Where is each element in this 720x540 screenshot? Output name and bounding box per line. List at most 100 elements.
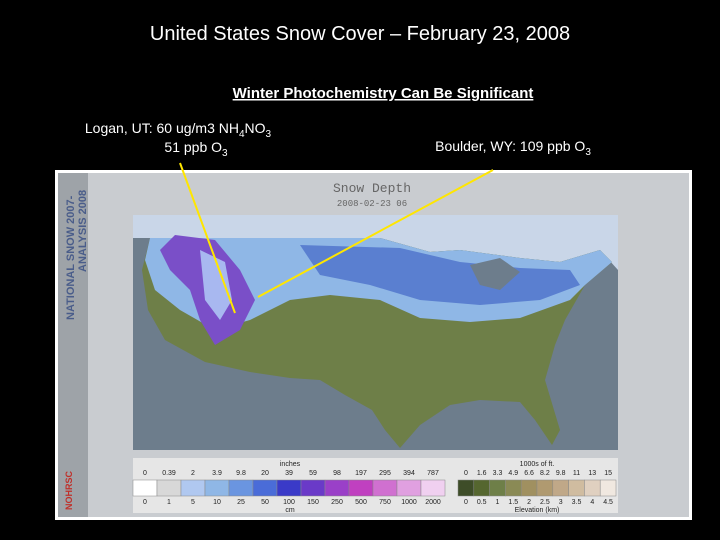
legend-label: 2 xyxy=(527,499,531,506)
great-lakes xyxy=(470,258,520,290)
legend-label: 394 xyxy=(403,470,415,477)
legend-label: 4.9 xyxy=(508,470,518,477)
legend-label: 8.2 xyxy=(540,470,550,477)
legend-label: 787 xyxy=(427,470,439,477)
legend-label: 3.5 xyxy=(572,499,582,506)
legend-label: 3 xyxy=(559,499,563,506)
legend-swatch xyxy=(276,479,302,497)
legend-label: 98 xyxy=(333,470,341,477)
legend-label: 5 xyxy=(191,499,195,506)
logo: NOHRSC xyxy=(64,470,74,510)
side-label: NATIONAL SNOW 2007- xyxy=(65,195,77,320)
legend-unit: inches xyxy=(280,461,301,468)
legend-label: 250 xyxy=(331,499,343,506)
legend-swatch xyxy=(568,479,585,497)
arrow xyxy=(179,162,236,314)
legend-label: 3.9 xyxy=(212,470,222,477)
legend-label: 4 xyxy=(590,499,594,506)
subscript: 4 xyxy=(239,129,245,140)
subscript: 3 xyxy=(222,148,228,159)
snow-basin xyxy=(200,250,232,320)
legend-swatch xyxy=(324,479,350,497)
annotation-text: NO xyxy=(245,120,266,136)
legend-label: 20 xyxy=(261,470,269,477)
annotation-text: 51 ppb O xyxy=(164,139,222,155)
legend-label: 10 xyxy=(213,499,221,506)
legend-label: 4.5 xyxy=(603,499,613,506)
slide-subtitle: Winter Photochemistry Can Be Significant xyxy=(233,85,534,102)
legend-swatch xyxy=(132,479,158,497)
snow-medium xyxy=(300,245,580,305)
legend-swatch xyxy=(420,479,446,497)
legend-swatch xyxy=(599,479,617,497)
legend-swatch xyxy=(457,479,475,497)
legend-label: 59 xyxy=(309,470,317,477)
legend-swatch xyxy=(372,479,398,497)
legend-label: 6.6 xyxy=(524,470,534,477)
legend-label: 9.8 xyxy=(556,470,566,477)
legend-swatch xyxy=(505,479,522,497)
legend-label: 9.8 xyxy=(236,470,246,477)
legend-label: 50 xyxy=(261,499,269,506)
legend-label: 2000 xyxy=(425,499,441,506)
legend-swatch xyxy=(584,479,601,497)
legend-label: 197 xyxy=(355,470,367,477)
legend-swatch xyxy=(536,479,554,497)
legend-swatch xyxy=(156,479,182,497)
legend-swatch xyxy=(396,479,422,497)
legend-label: 295 xyxy=(379,470,391,477)
legend-swatch xyxy=(204,479,230,497)
legend-unit: 1000s of ft. xyxy=(520,461,555,468)
side-strip xyxy=(58,173,88,517)
legend-label: 13 xyxy=(588,470,596,477)
legend-swatch xyxy=(520,479,538,497)
side-label: ANALYSIS 2008 xyxy=(77,190,89,272)
legend-label: 3.3 xyxy=(493,470,503,477)
legend-label: 750 xyxy=(379,499,391,506)
legend-label: 1.5 xyxy=(508,499,518,506)
legend-label: 1 xyxy=(496,499,500,506)
legend-label: 0 xyxy=(464,499,468,506)
subscript: 3 xyxy=(585,147,591,158)
annotation: Boulder, WY: 109 ppb O3 xyxy=(435,138,591,158)
legend-unit: Elevation (km) xyxy=(515,507,560,514)
legend-unit: cm xyxy=(285,507,295,514)
annotation: 51 ppb O3 xyxy=(164,139,228,159)
legend-swatch xyxy=(489,479,506,497)
legend-label: 0.39 xyxy=(162,470,176,477)
legend-label: 39 xyxy=(285,470,293,477)
legend-swatch xyxy=(300,479,326,497)
legend-label: 2 xyxy=(191,470,195,477)
legend-swatch xyxy=(252,479,278,497)
legend-label: 2.5 xyxy=(540,499,550,506)
legend-swatch xyxy=(180,479,206,497)
legend-swatch xyxy=(473,479,490,497)
legend-label: 15 xyxy=(604,470,612,477)
legend-label: 500 xyxy=(355,499,367,506)
legend-swatch xyxy=(552,479,569,497)
canada xyxy=(133,215,618,270)
legend-label: 1 xyxy=(167,499,171,506)
annotation-text: Logan, UT: 60 ug/m3 NH xyxy=(85,120,239,136)
legend-label: 1.6 xyxy=(477,470,487,477)
map-date: 2008-02-23 06 xyxy=(337,199,407,209)
subscript: 3 xyxy=(266,129,272,140)
annotation-text: Boulder, WY: 109 ppb O xyxy=(435,138,585,154)
map-title: Snow Depth xyxy=(333,181,411,196)
legend-label: 0.5 xyxy=(477,499,487,506)
legend-label: 25 xyxy=(237,499,245,506)
legend-swatch xyxy=(348,479,374,497)
legend-label: 0 xyxy=(464,470,468,477)
legend-label: 1000 xyxy=(401,499,417,506)
slide-title: United States Snow Cover – February 23, … xyxy=(150,23,570,45)
legend-label: 100 xyxy=(283,499,295,506)
legend-label: 0 xyxy=(143,470,147,477)
legend-swatch xyxy=(228,479,254,497)
legend-label: 11 xyxy=(573,470,580,477)
legend-label: 0 xyxy=(143,499,147,506)
annotation: Logan, UT: 60 ug/m3 NH4NO3 xyxy=(85,120,272,140)
legend-label: 150 xyxy=(307,499,319,506)
arrow xyxy=(257,169,494,298)
